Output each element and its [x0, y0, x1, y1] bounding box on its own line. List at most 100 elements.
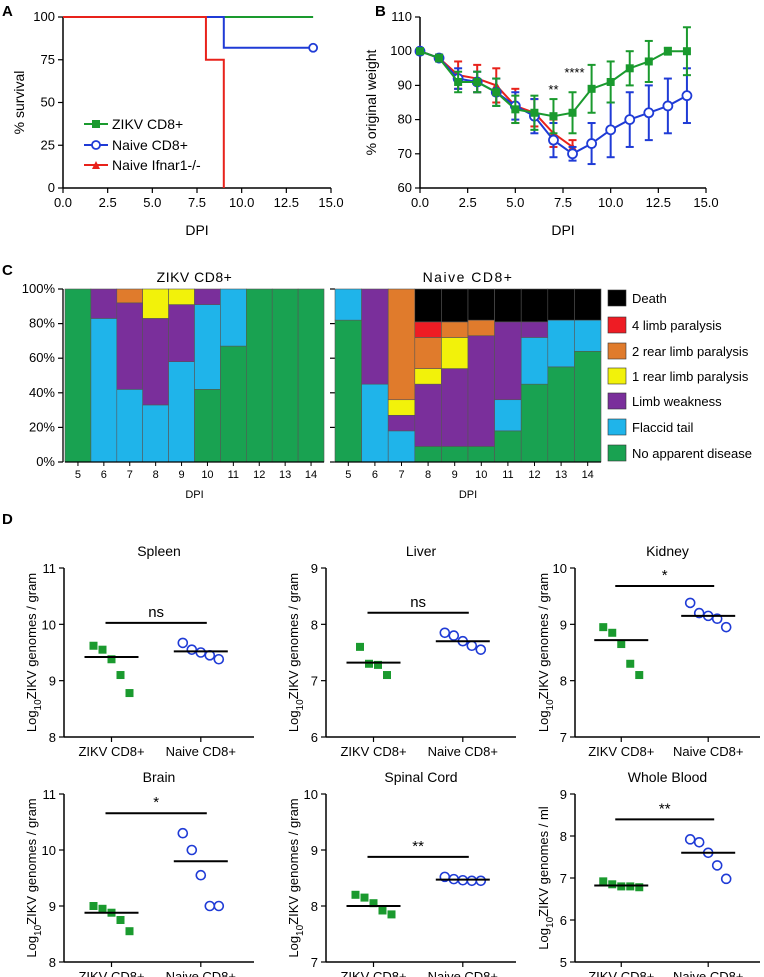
d-y-tick-label: 7 [311, 955, 318, 970]
d-y-tick-label: 9 [49, 899, 56, 914]
c-y-tick-label: 20% [29, 419, 55, 434]
c-bar-segment [414, 368, 442, 385]
b-x-tick-label: 15.0 [693, 195, 718, 210]
b-point [567, 148, 578, 160]
d-y-tick-label: 7 [560, 871, 567, 886]
a-y-tick-label: 75 [41, 52, 55, 67]
c-bar-segment [494, 321, 522, 401]
d-y-tick-label: 9 [560, 617, 567, 632]
c-x-tick-label: 5 [75, 469, 81, 481]
d-point-naive [466, 875, 478, 887]
c-bar-segment [574, 288, 602, 321]
a-x-tick-label: 0.0 [54, 195, 72, 210]
d-point-naive [204, 900, 216, 912]
d-y-tick-label: 10 [553, 561, 567, 576]
d-point-naive [177, 637, 189, 649]
a-legend-marker [92, 161, 100, 169]
c-bar-segment [142, 318, 169, 406]
d-sig-label: ns [410, 594, 426, 611]
d-point-naive [475, 875, 487, 887]
c-x-tick-label: 5 [345, 469, 351, 481]
c-bar-segment [441, 446, 469, 463]
a-y-tick-label: 50 [41, 95, 55, 110]
c-bar-segment [414, 383, 442, 447]
d-x-tick-label: Naive CD8+ [673, 744, 743, 759]
d-y-tick-label: 11 [43, 787, 57, 802]
c-bar-segment [520, 383, 549, 463]
c-legend-label: Death [632, 291, 667, 306]
d-sig-label: ** [659, 800, 671, 817]
c-bar-segment [574, 319, 602, 352]
c-x-tick-label: 8 [153, 469, 159, 481]
a-x-tick-label: 12.5 [274, 195, 299, 210]
c-bar-segment [116, 302, 144, 390]
c-bar-segment [297, 288, 325, 463]
c-bar-segment [220, 345, 247, 463]
c-x-tick-label: 12 [528, 469, 540, 481]
c-bar-segment [334, 288, 362, 321]
d-sig-label: ** [412, 838, 424, 855]
c-group-title: Naive CD8+ [423, 269, 514, 285]
d-sig-label: ns [148, 604, 164, 621]
c-bar-segment [441, 321, 469, 338]
c-x-tick-label: 12 [253, 469, 265, 481]
d-point-naive [195, 647, 207, 658]
c-legend-swatch [607, 392, 627, 410]
d-point-zikv [608, 628, 617, 637]
c-bar-segment [441, 368, 469, 447]
c-bar-segment [467, 319, 495, 337]
c-legend-label: 2 rear limb paralysis [632, 344, 749, 359]
a-legend-marker [91, 140, 101, 150]
b-y-tick-label: 60 [398, 180, 412, 195]
a-legend-label: Naive Ifnar1-/- [112, 157, 201, 173]
d-point-naive [684, 597, 696, 609]
d-point-zikv [356, 642, 364, 651]
d-point-naive [195, 869, 207, 881]
c-bar-segment [194, 389, 221, 463]
c-legend-swatch [607, 289, 627, 307]
d-point-zikv [608, 880, 617, 889]
b-point [568, 108, 577, 117]
b-y-tick-label: 100 [390, 43, 412, 58]
c-bar-segment [387, 399, 416, 416]
c-bar-segment [361, 288, 389, 385]
d-subplot-title: Kidney [646, 543, 689, 559]
c-bar-segment [168, 288, 195, 305]
c-bar-segment [387, 414, 416, 432]
d-point-naive [684, 834, 696, 845]
d-y-axis-title: Log10ZIKV genomes / gram [286, 573, 306, 732]
b-y-axis-title: % original weight [363, 49, 379, 155]
d-point-zikv [107, 655, 116, 664]
b-x-axis-title: DPI [551, 222, 574, 238]
d-sig-label: * [662, 567, 668, 584]
c-x-tick-label: 14 [582, 469, 594, 481]
c-bar-segment [520, 288, 549, 323]
d-x-tick-label: ZIKV CD8+ [588, 744, 654, 759]
c-bar-segment [246, 288, 273, 463]
c-y-tick-label: 100% [22, 281, 56, 296]
c-legend-label: Flaccid tail [632, 420, 694, 435]
d-point-zikv [635, 883, 644, 892]
d-subplot-title: Spinal Cord [384, 769, 457, 785]
d-y-tick-label: 5 [560, 955, 567, 970]
a-legend-marker [92, 120, 100, 128]
d-y-axis-title: Log10ZIKV genomes / ml [536, 806, 556, 949]
d-x-tick-label: Naive CD8+ [673, 969, 743, 977]
c-bar-segment [467, 288, 495, 321]
a-y-tick-label: 100 [33, 9, 55, 24]
b-x-tick-label: 10.0 [598, 195, 623, 210]
a-x-tick-label: 2.5 [99, 195, 117, 210]
d-point-naive [475, 644, 487, 655]
d-point-zikv [98, 645, 107, 654]
b-point [548, 134, 559, 146]
d-subplot-title: Liver [406, 543, 437, 559]
c-bar-segment [142, 404, 169, 463]
d-point-naive [720, 873, 732, 885]
b-point [549, 112, 558, 121]
a-y-tick-label: 25 [41, 137, 55, 152]
b-annotation-sig: ** [548, 82, 558, 97]
c-bar-segment [90, 318, 118, 463]
c-bar-segment [414, 321, 442, 338]
c-legend-swatch [607, 316, 627, 334]
